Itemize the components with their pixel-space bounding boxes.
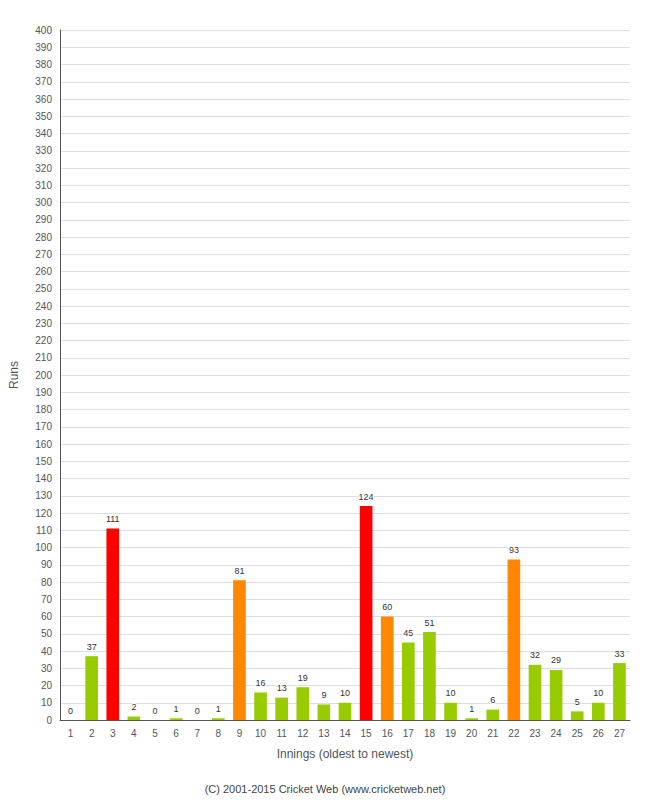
svg-text:10: 10 — [446, 688, 456, 698]
svg-text:310: 310 — [35, 180, 52, 191]
svg-text:370: 370 — [35, 76, 52, 87]
svg-text:250: 250 — [35, 283, 52, 294]
svg-text:340: 340 — [35, 128, 52, 139]
svg-text:37: 37 — [87, 642, 97, 652]
svg-text:40: 40 — [41, 646, 53, 657]
svg-text:10: 10 — [41, 697, 53, 708]
svg-text:120: 120 — [35, 508, 52, 519]
svg-text:21: 21 — [487, 728, 499, 739]
svg-text:30: 30 — [41, 663, 53, 674]
svg-text:320: 320 — [35, 163, 52, 174]
svg-text:190: 190 — [35, 387, 52, 398]
svg-text:0: 0 — [46, 715, 52, 726]
svg-text:390: 390 — [35, 42, 52, 53]
svg-text:7: 7 — [194, 728, 200, 739]
svg-text:9: 9 — [237, 728, 243, 739]
svg-text:17: 17 — [403, 728, 415, 739]
svg-text:70: 70 — [41, 594, 53, 605]
svg-text:33: 33 — [614, 649, 624, 659]
svg-text:1: 1 — [174, 704, 179, 714]
svg-text:0: 0 — [68, 706, 73, 716]
svg-text:210: 210 — [35, 352, 52, 363]
svg-text:1: 1 — [216, 704, 221, 714]
svg-text:5: 5 — [575, 697, 580, 707]
svg-text:0: 0 — [152, 706, 157, 716]
svg-text:180: 180 — [35, 404, 52, 415]
svg-text:260: 260 — [35, 266, 52, 277]
svg-text:22: 22 — [508, 728, 520, 739]
svg-text:90: 90 — [41, 559, 53, 570]
svg-text:10: 10 — [593, 688, 603, 698]
svg-text:280: 280 — [35, 232, 52, 243]
svg-text:300: 300 — [35, 197, 52, 208]
svg-text:29: 29 — [551, 655, 561, 665]
svg-text:130: 130 — [35, 490, 52, 501]
svg-text:110: 110 — [36, 525, 52, 536]
svg-text:3: 3 — [110, 728, 116, 739]
svg-text:20: 20 — [466, 728, 478, 739]
svg-text:100: 100 — [35, 542, 52, 553]
svg-text:2: 2 — [89, 728, 95, 739]
svg-text:81: 81 — [234, 566, 244, 576]
svg-text:15: 15 — [361, 728, 373, 739]
svg-text:230: 230 — [35, 318, 52, 329]
svg-text:19: 19 — [298, 673, 308, 683]
svg-text:350: 350 — [35, 111, 52, 122]
svg-text:111: 111 — [106, 514, 120, 524]
svg-text:8: 8 — [216, 728, 222, 739]
svg-text:6: 6 — [490, 695, 495, 705]
svg-text:200: 200 — [35, 370, 52, 381]
svg-text:11: 11 — [276, 728, 287, 739]
svg-text:1: 1 — [68, 728, 74, 739]
svg-text:270: 270 — [35, 249, 52, 260]
svg-text:80: 80 — [41, 577, 53, 588]
svg-text:93: 93 — [509, 545, 519, 555]
svg-text:10: 10 — [255, 728, 267, 739]
svg-text:14: 14 — [339, 728, 351, 739]
svg-text:160: 160 — [35, 439, 52, 450]
svg-text:5: 5 — [152, 728, 158, 739]
svg-text:16: 16 — [256, 678, 266, 688]
svg-text:19: 19 — [445, 728, 457, 739]
svg-text:4: 4 — [131, 728, 137, 739]
svg-text:380: 380 — [35, 59, 52, 70]
svg-text:60: 60 — [41, 611, 53, 622]
svg-text:50: 50 — [41, 628, 53, 639]
svg-text:124: 124 — [359, 492, 374, 502]
svg-text:1: 1 — [469, 704, 474, 714]
svg-text:13: 13 — [318, 728, 330, 739]
svg-text:240: 240 — [35, 301, 52, 312]
svg-text:400: 400 — [35, 25, 52, 36]
svg-text:6: 6 — [173, 728, 179, 739]
svg-text:51: 51 — [424, 618, 434, 628]
svg-text:16: 16 — [382, 728, 394, 739]
svg-text:23: 23 — [529, 728, 541, 739]
svg-text:140: 140 — [35, 473, 52, 484]
svg-text:2: 2 — [131, 702, 136, 712]
svg-text:360: 360 — [35, 94, 52, 105]
svg-text:12: 12 — [297, 728, 309, 739]
svg-text:26: 26 — [593, 728, 605, 739]
svg-text:27: 27 — [614, 728, 626, 739]
svg-text:20: 20 — [41, 680, 53, 691]
svg-text:Runs: Runs — [7, 361, 21, 389]
svg-text:170: 170 — [35, 421, 52, 432]
svg-text:60: 60 — [382, 602, 392, 612]
svg-text:13: 13 — [277, 683, 287, 693]
svg-text:220: 220 — [35, 335, 52, 346]
svg-text:25: 25 — [572, 728, 584, 739]
svg-text:330: 330 — [35, 145, 52, 156]
svg-text:0: 0 — [195, 706, 200, 716]
svg-text:Innings (oldest to newest): Innings (oldest to newest) — [277, 747, 414, 761]
svg-text:9: 9 — [321, 690, 326, 700]
svg-text:45: 45 — [403, 628, 413, 638]
svg-text:18: 18 — [424, 728, 436, 739]
svg-text:32: 32 — [530, 650, 540, 660]
svg-text:(C) 2001-2015 Cricket Web (www: (C) 2001-2015 Cricket Web (www.cricketwe… — [205, 783, 446, 795]
svg-text:24: 24 — [551, 728, 563, 739]
svg-text:10: 10 — [340, 688, 350, 698]
svg-text:290: 290 — [35, 214, 52, 225]
svg-text:150: 150 — [35, 456, 52, 467]
